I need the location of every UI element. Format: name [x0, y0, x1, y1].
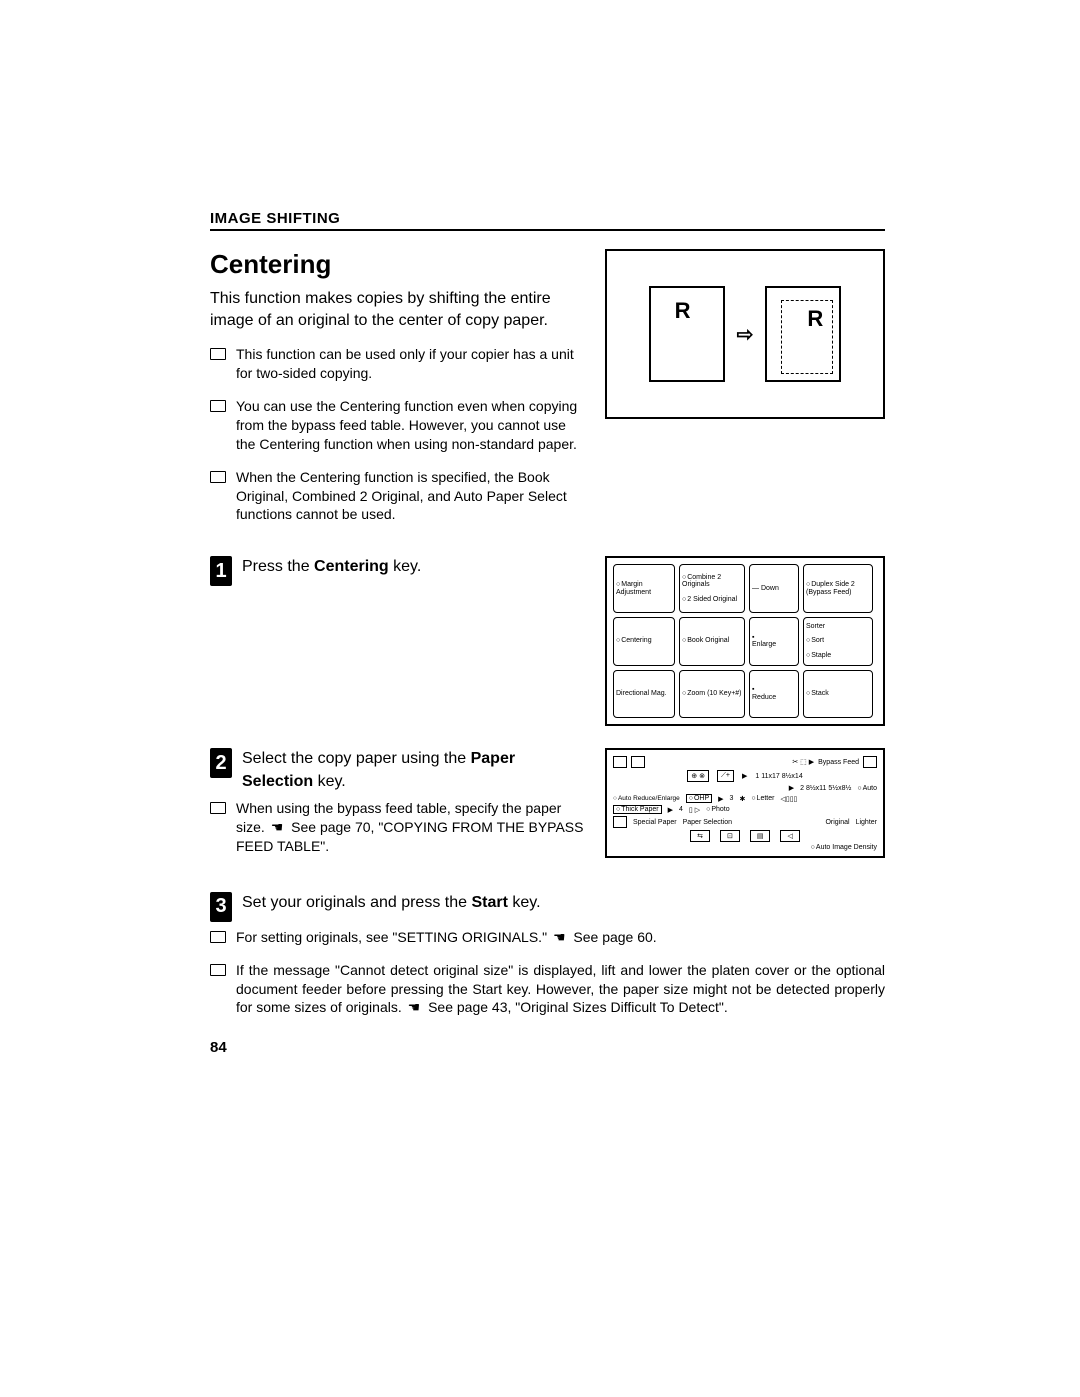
step-instruction: Select the copy paper using the Paper Se… — [242, 748, 585, 793]
panel-label: Paper Selection — [683, 819, 732, 826]
key-name: Start — [471, 894, 507, 911]
note-item: If the message "Cannot detect original s… — [210, 961, 885, 1018]
panel-label: OHP — [686, 794, 712, 803]
panel-label: Photo — [706, 806, 730, 813]
panel-label: 2 8½x11 5½x8½ — [800, 785, 851, 792]
panel-label: Auto — [857, 785, 877, 792]
note-text: See page 60. — [570, 929, 657, 945]
step-number-badge: 1 — [210, 556, 232, 586]
panel-label: Bypass Feed — [818, 759, 859, 766]
note-item: When the Centering function is specified… — [210, 468, 585, 525]
diagram-letter: R — [675, 298, 691, 324]
diagram-original-page: R — [649, 286, 725, 382]
see-pointer-icon — [406, 999, 425, 1015]
note-text: See page 43, "Original Sizes Difficult T… — [424, 999, 728, 1015]
control-panel-diagram: Margin Adjustment Combine 2 Originals2 S… — [605, 556, 885, 726]
see-pointer-icon — [269, 819, 288, 835]
diagram-copy-page: R — [765, 286, 841, 382]
tray-icon — [631, 756, 645, 768]
step-3: 3 Set your originals and press the Start… — [210, 892, 885, 922]
page-number: 84 — [210, 1039, 885, 1056]
panel-label: Auto Reduce/Enlarge — [613, 795, 680, 802]
step-instruction: Set your originals and press the Start k… — [242, 892, 541, 914]
panel-button: Combine 2 Originals2 Sided Original — [679, 564, 745, 613]
panel-button: — Down — [749, 564, 799, 613]
arrow-right-icon: ⇨ — [737, 322, 754, 347]
panel-button: SorterSortStaple — [803, 617, 873, 666]
step3-notes: For setting originals, see "SETTING ORIG… — [210, 928, 885, 1018]
page-title: Centering — [210, 249, 585, 280]
panel-button: Margin Adjustment — [613, 564, 675, 613]
note-text: For setting originals, see "SETTING ORIG… — [236, 929, 551, 945]
step-instruction: Press the Centering key. — [242, 556, 421, 578]
step-1: 1 Press the Centering key. — [210, 556, 585, 586]
diagram-letter: R — [807, 306, 823, 332]
panel-label: Thick Paper — [613, 805, 662, 814]
step-number-badge: 3 — [210, 892, 232, 922]
panel-button: Zoom (10 Key+#) — [679, 670, 745, 719]
step-2: 2 Select the copy paper using the Paper … — [210, 748, 585, 793]
step-number-badge: 2 — [210, 748, 232, 778]
centering-diagram: R ⇨ R — [605, 249, 885, 419]
note-text: See page 70, "COPYING FROM THE BYPASS FE… — [236, 819, 583, 854]
key-name: Centering — [314, 558, 389, 575]
panel-button: ▪ Enlarge — [749, 617, 799, 666]
panel-label: 1 11x17 8½x14 — [755, 773, 802, 780]
tray-icon — [863, 756, 877, 768]
section-header: IMAGE SHIFTING — [210, 210, 885, 231]
panel-label: Letter — [751, 795, 774, 802]
see-pointer-icon — [551, 929, 570, 945]
panel-label: Original — [825, 819, 849, 826]
step-text: Set your originals and press the — [242, 894, 471, 911]
panel-button: Stack — [803, 670, 873, 719]
note-item: For setting originals, see "SETTING ORIG… — [210, 928, 885, 947]
note-item: This function can be used only if your c… — [210, 345, 585, 383]
panel-button: Directional Mag. — [613, 670, 675, 719]
note-item: You can use the Centering function even … — [210, 397, 585, 454]
step2-notes: When using the bypass feed table, specif… — [210, 799, 585, 856]
intro-notes: This function can be used only if your c… — [210, 345, 585, 524]
step-text: key. — [508, 894, 541, 911]
panel-button: Duplex Side 2 (Bypass Feed) — [803, 564, 873, 613]
step-text: Select the copy paper using the — [242, 750, 471, 767]
panel-label: Lighter — [856, 819, 877, 826]
tray-icon — [613, 756, 627, 768]
button-icon: ▤ — [750, 830, 771, 842]
paper-selection-diagram: ✂ ⬚ ▶ Bypass Feed ⊕ ⊗ ⟋+ ▶1 11x17 8½x14 … — [605, 748, 885, 858]
step-text: key. — [389, 558, 422, 575]
key-name: Start — [472, 981, 502, 997]
panel-button-centering: Centering — [613, 617, 675, 666]
intro-paragraph: This function makes copies by shifting t… — [210, 288, 585, 331]
panel-label: Special Paper — [633, 819, 677, 826]
panel-button: Book Original — [679, 617, 745, 666]
note-item: When using the bypass feed table, specif… — [210, 799, 585, 856]
panel-label: 4 — [679, 806, 683, 813]
panel-label: 3 — [730, 795, 734, 802]
panel-button: ▪ Reduce — [749, 670, 799, 719]
step-text: key. — [313, 773, 346, 790]
step-text: Press the — [242, 558, 314, 575]
panel-label: Auto Image Density — [811, 844, 877, 851]
button-icon — [613, 816, 627, 828]
